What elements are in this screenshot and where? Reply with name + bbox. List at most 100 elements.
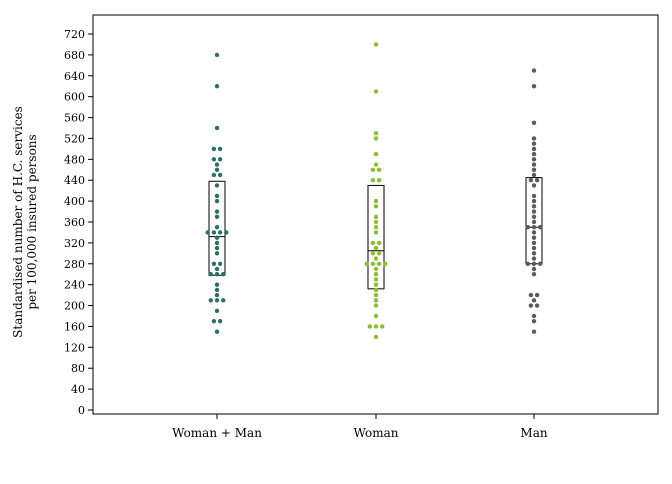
data-point: [373, 266, 379, 272]
data-point: [531, 204, 537, 209]
data-point: [531, 151, 537, 157]
y-tick-label: 0: [78, 404, 85, 417]
y-tick-label: 200: [64, 300, 85, 313]
data-point: [217, 230, 223, 235]
data-point: [531, 68, 537, 73]
data-point: [376, 167, 382, 172]
y-tick-label: 360: [64, 216, 85, 229]
y-tick-label: 520: [64, 132, 85, 145]
data-point: [380, 324, 385, 329]
data-point: [531, 329, 537, 334]
data-point: [214, 329, 220, 334]
data-point: [214, 52, 220, 58]
y-tick-label: 600: [64, 91, 85, 104]
y-tick-label: 80: [71, 362, 85, 375]
y-axis-title: per 100,000 insured persons: [25, 134, 39, 309]
y-tick-label: 120: [64, 341, 85, 354]
data-point: [373, 151, 379, 157]
data-point: [205, 230, 210, 235]
data-point: [214, 214, 220, 219]
data-point: [373, 198, 379, 204]
data-point: [534, 292, 540, 298]
data-point: [376, 261, 382, 266]
data-point: [217, 319, 223, 324]
data-point: [214, 287, 220, 293]
data-point: [214, 193, 220, 199]
data-point: [373, 324, 379, 329]
y-tick-label: 680: [64, 49, 85, 62]
data-point: [211, 261, 217, 266]
data-point: [370, 261, 376, 266]
data-point: [217, 172, 223, 178]
data-point: [373, 334, 379, 340]
data-point: [383, 261, 388, 266]
y-tick-label: 720: [64, 28, 85, 41]
data-point: [531, 235, 537, 240]
y-tick-label: 40: [71, 383, 85, 396]
data-point: [214, 84, 220, 89]
data-point: [531, 162, 537, 167]
data-point: [525, 225, 530, 230]
data-point: [531, 313, 537, 319]
data-point: [373, 282, 379, 287]
data-point: [373, 214, 379, 219]
data-point: [538, 225, 543, 230]
data-point: [373, 256, 379, 261]
data-point: [364, 261, 369, 266]
data-point: [531, 272, 537, 277]
data-point: [370, 251, 376, 256]
data-point: [214, 125, 220, 131]
data-point: [534, 178, 540, 183]
data-point: [214, 240, 220, 246]
y-tick-label: 160: [64, 320, 85, 333]
data-point: [214, 225, 220, 230]
data-point: [373, 230, 379, 235]
data-point: [531, 157, 537, 162]
y-tick-label: 400: [64, 195, 85, 208]
data-point: [214, 245, 220, 251]
data-point: [373, 225, 379, 230]
data-point: [214, 292, 220, 298]
data-point: [373, 131, 379, 136]
data-point: [214, 162, 220, 167]
data-point: [373, 245, 379, 251]
data-point: [370, 240, 376, 246]
data-point: [217, 261, 223, 266]
data-point: [531, 266, 537, 272]
x-category-label: Woman + Man: [172, 426, 262, 440]
data-point: [214, 272, 220, 277]
data-point: [531, 261, 537, 266]
y-tick-label: 320: [64, 237, 85, 250]
data-point: [531, 120, 537, 125]
data-point: [373, 162, 379, 167]
data-point: [373, 292, 379, 298]
data-point: [534, 303, 540, 308]
plot-frame: [92, 14, 659, 415]
data-point: [531, 251, 537, 256]
data-point: [373, 298, 379, 303]
data-point: [214, 209, 220, 214]
data-point: [531, 225, 537, 230]
data-point: [528, 178, 534, 183]
data-point: [214, 183, 220, 188]
data-point: [531, 141, 537, 146]
data-point: [221, 298, 226, 303]
data-point: [531, 84, 537, 89]
data-point: [211, 146, 217, 152]
data-point: [531, 230, 537, 235]
data-point: [531, 136, 537, 141]
x-category-label: Man: [520, 426, 547, 440]
data-point: [373, 272, 379, 277]
y-tick-label: 640: [64, 70, 85, 83]
data-point: [373, 219, 379, 225]
data-point: [221, 272, 226, 277]
data-point: [370, 178, 376, 183]
data-point: [531, 193, 537, 199]
data-point: [373, 313, 379, 319]
data-point: [531, 198, 537, 204]
data-point: [531, 240, 537, 246]
y-axis-title: Standardised number of H.C. services: [11, 106, 25, 338]
data-point: [373, 303, 379, 308]
data-point: [376, 240, 382, 246]
data-point: [531, 319, 537, 324]
